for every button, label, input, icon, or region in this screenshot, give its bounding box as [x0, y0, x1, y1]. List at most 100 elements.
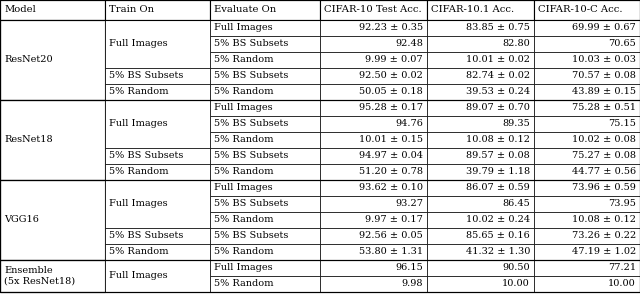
Text: 10.01 ± 0.15: 10.01 ± 0.15: [359, 136, 423, 144]
Bar: [320, 52, 427, 68]
Text: 82.80: 82.80: [502, 39, 530, 49]
Text: 92.56 ± 0.05: 92.56 ± 0.05: [359, 231, 423, 240]
Bar: [427, 116, 534, 132]
Text: 41.32 ± 1.30: 41.32 ± 1.30: [466, 248, 530, 256]
Bar: [534, 196, 640, 212]
Text: 69.99 ± 0.67: 69.99 ± 0.67: [572, 24, 636, 33]
Bar: [320, 260, 427, 276]
Text: Ensemble
(5x ResNet18): Ensemble (5x ResNet18): [4, 266, 75, 286]
Text: 10.03 ± 0.03: 10.03 ± 0.03: [572, 56, 636, 64]
Bar: [320, 244, 427, 260]
Bar: [105, 84, 210, 100]
Text: 5% Random: 5% Random: [214, 136, 273, 144]
Text: 5% BS Subsets: 5% BS Subsets: [214, 231, 289, 240]
Bar: [105, 68, 210, 84]
Text: 9.98: 9.98: [401, 280, 423, 288]
Text: Full Images: Full Images: [214, 103, 273, 113]
Text: 75.15: 75.15: [608, 119, 636, 128]
Text: 70.65: 70.65: [608, 39, 636, 49]
Text: 89.07 ± 0.70: 89.07 ± 0.70: [466, 103, 530, 113]
Text: 93.27: 93.27: [395, 200, 423, 208]
Bar: [210, 180, 320, 196]
Bar: [534, 52, 640, 68]
Text: 83.85 ± 0.75: 83.85 ± 0.75: [466, 24, 530, 33]
Bar: [534, 212, 640, 228]
Text: 73.95: 73.95: [608, 200, 636, 208]
Text: Full Images: Full Images: [109, 39, 168, 49]
Text: 95.28 ± 0.17: 95.28 ± 0.17: [359, 103, 423, 113]
Bar: [210, 68, 320, 84]
Bar: [534, 36, 640, 52]
Text: 92.50 ± 0.02: 92.50 ± 0.02: [359, 71, 423, 81]
Bar: [0, 0, 105, 20]
Text: 5% Random: 5% Random: [214, 216, 273, 225]
Text: Full Images: Full Images: [214, 24, 273, 33]
Bar: [320, 0, 427, 20]
Bar: [427, 196, 534, 212]
Text: ResNet18: ResNet18: [4, 136, 52, 144]
Text: 5% BS Subsets: 5% BS Subsets: [214, 119, 289, 128]
Bar: [320, 100, 427, 116]
Text: 5% Random: 5% Random: [109, 248, 168, 256]
Bar: [534, 260, 640, 276]
Bar: [0, 180, 105, 260]
Bar: [210, 228, 320, 244]
Bar: [427, 36, 534, 52]
Text: 53.80 ± 1.31: 53.80 ± 1.31: [359, 248, 423, 256]
Text: 70.57 ± 0.08: 70.57 ± 0.08: [572, 71, 636, 81]
Bar: [210, 132, 320, 148]
Text: 10.02 ± 0.24: 10.02 ± 0.24: [466, 216, 530, 225]
Bar: [534, 100, 640, 116]
Text: 5% BS Subsets: 5% BS Subsets: [214, 200, 289, 208]
Bar: [105, 244, 210, 260]
Text: 5% Random: 5% Random: [214, 248, 273, 256]
Bar: [320, 164, 427, 180]
Bar: [320, 180, 427, 196]
Bar: [320, 196, 427, 212]
Text: 50.05 ± 0.18: 50.05 ± 0.18: [359, 88, 423, 96]
Bar: [427, 68, 534, 84]
Bar: [427, 132, 534, 148]
Bar: [210, 212, 320, 228]
Text: 5% BS Subsets: 5% BS Subsets: [214, 39, 289, 49]
Text: 77.21: 77.21: [608, 263, 636, 273]
Text: 51.20 ± 0.78: 51.20 ± 0.78: [359, 168, 423, 176]
Bar: [105, 0, 210, 20]
Bar: [210, 116, 320, 132]
Text: 5% BS Subsets: 5% BS Subsets: [109, 71, 184, 81]
Text: 10.00: 10.00: [502, 280, 530, 288]
Text: 10.08 ± 0.12: 10.08 ± 0.12: [572, 216, 636, 225]
Text: 89.35: 89.35: [502, 119, 530, 128]
Text: Full Images: Full Images: [214, 183, 273, 193]
Bar: [534, 132, 640, 148]
Bar: [210, 52, 320, 68]
Text: 96.15: 96.15: [396, 263, 423, 273]
Bar: [427, 84, 534, 100]
Text: Full Images: Full Images: [109, 119, 168, 128]
Text: 86.45: 86.45: [502, 200, 530, 208]
Text: 10.00: 10.00: [608, 280, 636, 288]
Bar: [0, 180, 640, 260]
Bar: [105, 20, 210, 68]
Bar: [534, 84, 640, 100]
Text: Full Images: Full Images: [109, 271, 168, 280]
Text: Evaluate On: Evaluate On: [214, 6, 276, 14]
Text: Full Images: Full Images: [109, 200, 168, 208]
Bar: [534, 116, 640, 132]
Text: 10.08 ± 0.12: 10.08 ± 0.12: [466, 136, 530, 144]
Bar: [427, 212, 534, 228]
Text: 43.89 ± 0.15: 43.89 ± 0.15: [572, 88, 636, 96]
Bar: [0, 100, 640, 180]
Text: 85.65 ± 0.16: 85.65 ± 0.16: [467, 231, 530, 240]
Text: 73.26 ± 0.22: 73.26 ± 0.22: [572, 231, 636, 240]
Bar: [427, 276, 534, 292]
Bar: [0, 20, 105, 100]
Text: 5% Random: 5% Random: [214, 56, 273, 64]
Bar: [320, 36, 427, 52]
Bar: [320, 20, 427, 36]
Bar: [0, 100, 105, 180]
Text: 75.27 ± 0.08: 75.27 ± 0.08: [572, 151, 636, 161]
Text: VGG16: VGG16: [4, 216, 39, 225]
Bar: [320, 212, 427, 228]
Text: 89.57 ± 0.08: 89.57 ± 0.08: [467, 151, 530, 161]
